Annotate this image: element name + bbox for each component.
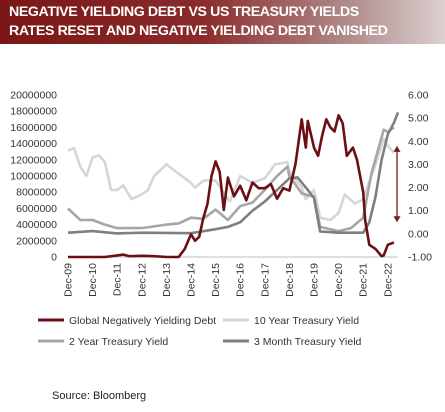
left-axis-tick-label: 18000000 (10, 106, 57, 118)
x-axis-tick-label: Dec-12 (136, 263, 148, 297)
left-axis-tick-label: 2000000 (16, 235, 57, 247)
series-layer (67, 111, 400, 259)
arrow-head-down (393, 216, 401, 223)
left-axis-tick-label: 6000000 (16, 203, 57, 215)
chart-title-line-2: RATES RESET AND NEGATIVE YIELDING DEBT V… (9, 23, 388, 39)
left-axis-tick-label: 0 (51, 252, 57, 264)
left-axis-tick-label: 20000000 (10, 90, 57, 102)
chart-axes: 0 2000000 4000000 6000000 8000000 10000000 120… (10, 90, 432, 297)
x-axis-tick-label: Dec-16 (235, 263, 247, 297)
x-axis-tick-label: Dec-13 (161, 263, 173, 297)
x-axis-tick-label: Dec-17 (259, 263, 271, 297)
right-axis-tick-label: -1.00 (408, 252, 432, 264)
arrow-head-up (393, 145, 401, 152)
title-banner: NEGATIVE YIELDING DEBT VS US TREASURY YI… (0, 0, 445, 44)
left-axis-tick-label: 4000000 (16, 219, 57, 231)
x-axis-tick-label: Dec-15 (210, 263, 222, 297)
right-axis-tick-label: 4.00 (408, 136, 429, 148)
left-axis-tick-label: 12000000 (10, 154, 57, 166)
chart-legend: Global Negatively Yielding Debt 10 Year T… (38, 315, 362, 348)
line-chart: 0 2000000 4000000 6000000 8000000 10000000 120… (10, 90, 432, 349)
left-axis-tick-label: 10000000 (10, 171, 57, 183)
left-axis-tick-label: 8000000 (16, 187, 57, 199)
right-axis-tick-label: 3.00 (408, 159, 429, 171)
x-axis-tick-label: Dec-09 (63, 263, 75, 297)
x-axis-tick-label: Dec-11 (112, 263, 124, 296)
annotation-layer (393, 145, 401, 223)
x-axis-tick-label: Dec-18 (284, 263, 296, 297)
x-axis-tick-label: Dec-14 (185, 263, 197, 297)
chart-title-line-1: NEGATIVE YIELDING DEBT VS US TREASURY YI… (9, 4, 359, 20)
legend-label-global-negatively-yielding-debt: Global Negatively Yielding Debt (69, 315, 216, 327)
legend-label-3-month-treasury-yield: 3 Month Treasury Yield (254, 336, 362, 348)
series-line-3-month-treasury-yield (67, 111, 400, 235)
source-note: Source: Bloomberg (52, 390, 147, 402)
series-line-global-negatively-yielding-debt (68, 114, 395, 259)
legend-label-10-year-treasury-yield: 10 Year Treasury Yield (254, 315, 359, 327)
x-axis-tick-label: Dec-19 (308, 263, 320, 297)
right-axis-tick-label: 0.00 (408, 228, 429, 240)
right-axis-tick-label: 1.00 (408, 205, 429, 217)
left-axis-tick-label: 14000000 (10, 138, 57, 150)
right-axis-tick-label: 5.00 (408, 113, 429, 125)
right-axis-tick-label: 6.00 (408, 90, 429, 102)
left-axis-tick-label: 16000000 (10, 122, 57, 134)
x-axis-tick-label: Dec-22 (382, 263, 394, 297)
right-axis-tick-label: 2.00 (408, 182, 429, 194)
legend-label-2-year-treasury-yield: 2 Year Treasury Yield (69, 336, 168, 348)
x-axis-tick-label: Dec-21 (358, 263, 370, 297)
x-axis-tick-label: Dec-20 (333, 263, 345, 297)
series-line-2-year-treasury-yield (67, 126, 395, 233)
x-axis-tick-label: Dec-10 (87, 263, 99, 297)
